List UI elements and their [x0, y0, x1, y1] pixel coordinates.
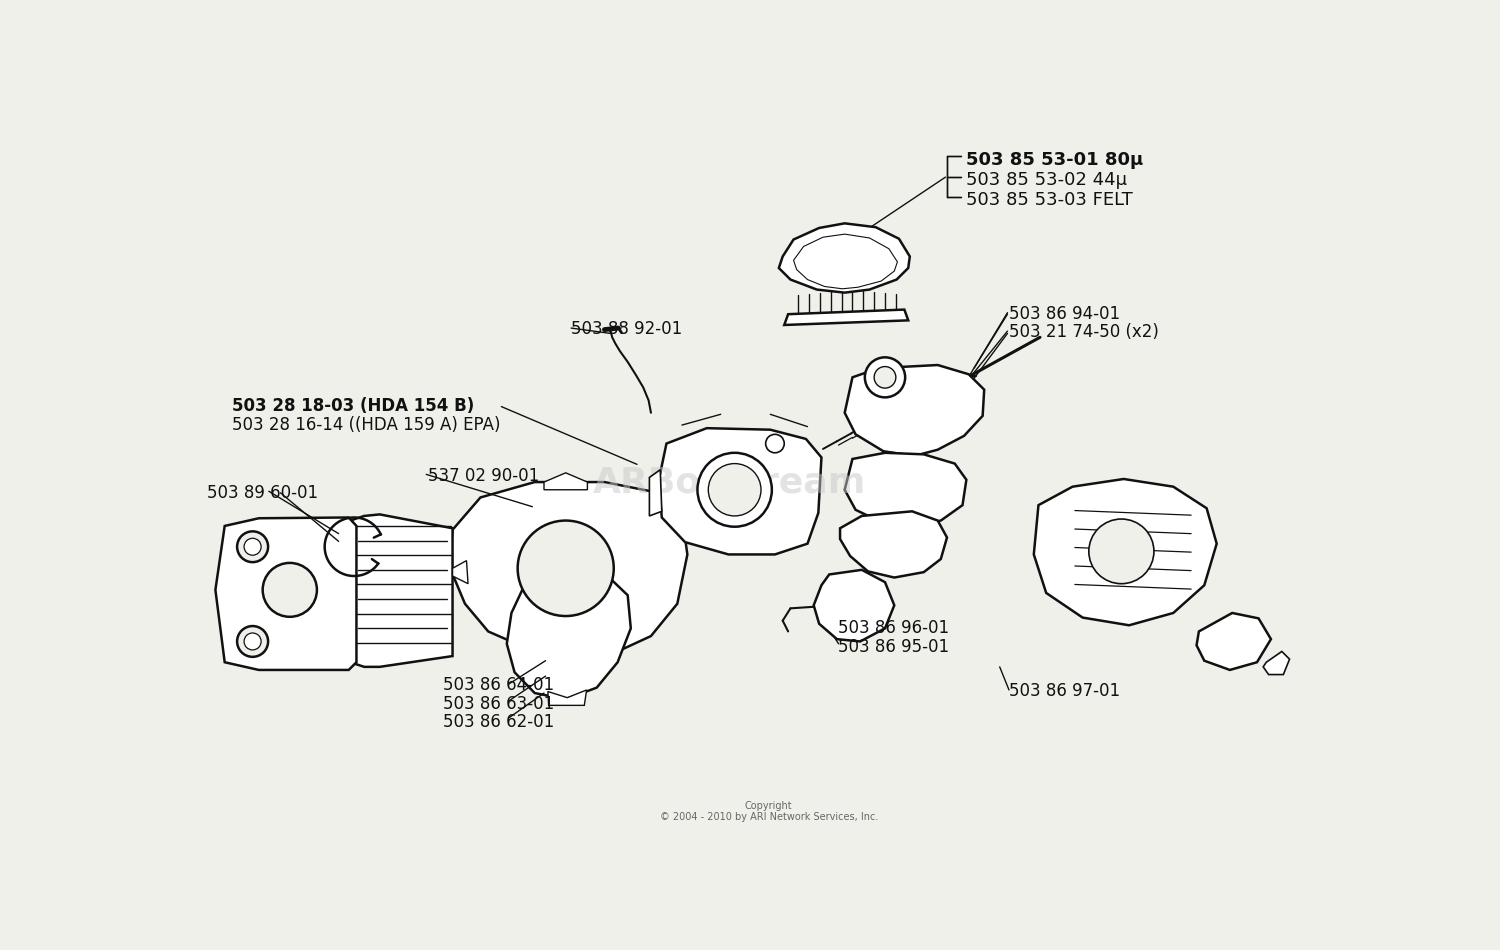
Text: 503 85 53-01 80μ: 503 85 53-01 80μ [966, 151, 1143, 169]
Polygon shape [784, 310, 908, 325]
Polygon shape [778, 223, 910, 293]
Polygon shape [840, 511, 946, 578]
Circle shape [237, 626, 268, 656]
Circle shape [708, 464, 760, 516]
Text: 503 89 60-01: 503 89 60-01 [207, 484, 318, 502]
Text: 503 86 94-01: 503 86 94-01 [1010, 305, 1120, 323]
Polygon shape [813, 570, 894, 641]
Polygon shape [1034, 479, 1217, 625]
Polygon shape [544, 473, 588, 490]
Circle shape [518, 521, 614, 616]
Circle shape [262, 563, 316, 617]
Circle shape [237, 531, 268, 562]
Polygon shape [658, 428, 822, 555]
Polygon shape [548, 690, 586, 705]
Circle shape [865, 357, 904, 397]
Polygon shape [1197, 613, 1270, 670]
Text: 503 85 53-03 FELT: 503 85 53-03 FELT [966, 191, 1132, 209]
Text: 503 85 53-02 44μ: 503 85 53-02 44μ [966, 171, 1128, 189]
Circle shape [244, 633, 261, 650]
Text: 503 28 18-03 (HDA 154 B): 503 28 18-03 (HDA 154 B) [232, 397, 474, 415]
Circle shape [874, 367, 896, 389]
Circle shape [1089, 519, 1154, 583]
Circle shape [765, 434, 784, 453]
Text: 503 88 92-01: 503 88 92-01 [572, 320, 682, 338]
Text: 503 86 63-01: 503 86 63-01 [444, 694, 555, 712]
Polygon shape [453, 560, 468, 583]
Text: 503 86 97-01: 503 86 97-01 [1010, 682, 1120, 700]
Polygon shape [216, 518, 357, 670]
Polygon shape [507, 568, 632, 699]
Polygon shape [844, 453, 966, 526]
Text: 537 02 90-01: 537 02 90-01 [427, 466, 538, 484]
Text: 503 86 64-01: 503 86 64-01 [444, 676, 555, 694]
Text: 503 21 74-50 (x2): 503 21 74-50 (x2) [1010, 323, 1160, 341]
Polygon shape [1263, 652, 1290, 674]
Polygon shape [844, 365, 984, 456]
Text: 503 28 16-14 ((HDA 159 A) EPA): 503 28 16-14 ((HDA 159 A) EPA) [232, 416, 501, 434]
Circle shape [244, 539, 261, 555]
Circle shape [698, 453, 772, 526]
Text: 503 86 62-01: 503 86 62-01 [444, 713, 555, 732]
Polygon shape [450, 482, 687, 656]
Text: ARBotStream: ARBotStream [594, 466, 867, 499]
Text: 503 86 95-01: 503 86 95-01 [839, 637, 950, 656]
Text: 503 86 96-01: 503 86 96-01 [839, 619, 950, 637]
Text: Copyright
© 2004 - 2010 by ARI Network Services, Inc.: Copyright © 2004 - 2010 by ARI Network S… [660, 801, 878, 823]
Polygon shape [650, 469, 662, 516]
Polygon shape [344, 514, 453, 667]
